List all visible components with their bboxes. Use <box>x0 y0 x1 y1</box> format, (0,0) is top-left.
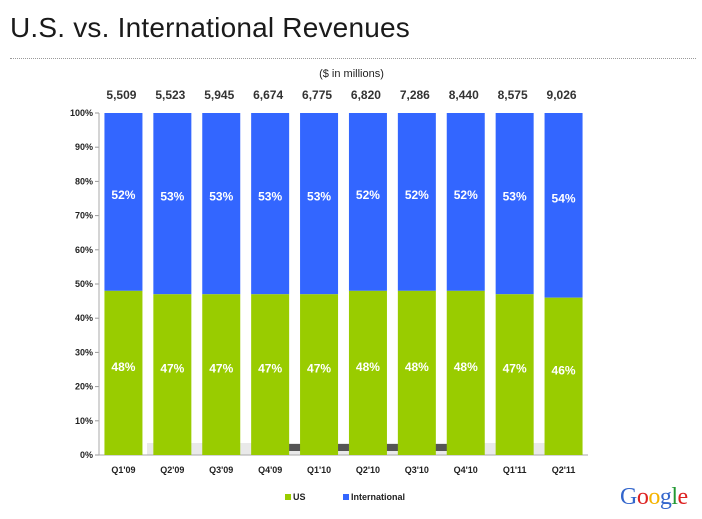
data-label-us: 48% <box>356 360 380 374</box>
data-label-international: 52% <box>356 188 380 202</box>
x-tick-label: Q3'09 <box>209 465 233 475</box>
legend-swatch-international <box>343 494 349 500</box>
total-label: 8,440 <box>449 88 479 102</box>
data-label-international: 54% <box>552 191 576 205</box>
data-label-us: 47% <box>258 362 282 376</box>
data-label-us: 47% <box>209 362 233 376</box>
bar-us <box>153 294 192 455</box>
total-label: 5,945 <box>204 88 234 102</box>
data-label-international: 53% <box>307 190 331 204</box>
bar-us <box>300 294 339 455</box>
data-label-us: 48% <box>454 360 478 374</box>
data-label-us: 47% <box>307 362 331 376</box>
logo-letter: l <box>671 484 678 510</box>
bar-international <box>397 113 436 291</box>
total-label: 5,509 <box>106 88 136 102</box>
bar-international <box>495 113 534 295</box>
bar-us <box>348 290 387 455</box>
total-label: 7,286 <box>400 88 430 102</box>
logo-letter: o <box>648 484 660 510</box>
bar-international <box>300 113 339 295</box>
legend-swatch-us <box>285 494 291 500</box>
total-label: 5,523 <box>155 88 185 102</box>
page-title: U.S. vs. International Revenues <box>10 12 410 43</box>
bar-international <box>348 113 387 291</box>
bar-us <box>446 290 485 455</box>
x-tick-label: Q2'10 <box>356 465 380 475</box>
data-label-us: 48% <box>405 360 429 374</box>
bar-international <box>153 113 192 295</box>
data-label-international: 53% <box>258 190 282 204</box>
total-label: 6,775 <box>302 88 332 102</box>
data-label-international: 53% <box>209 190 233 204</box>
x-tick-label: Q2'11 <box>552 465 576 475</box>
bar-us <box>495 294 534 455</box>
y-tick-label: 40% <box>75 313 93 323</box>
data-label-international: 52% <box>454 188 478 202</box>
chart-subtitle: ($ in millions) <box>319 68 384 80</box>
y-tick-label: 90% <box>75 142 93 152</box>
logo-letter: e <box>677 484 689 510</box>
x-tick-label: Q4'09 <box>258 465 282 475</box>
data-label-international: 52% <box>405 188 429 202</box>
y-tick-label: 100% <box>70 108 93 118</box>
bar-us <box>397 290 436 455</box>
data-label-us: 47% <box>503 362 527 376</box>
logo-letter: G <box>620 484 637 510</box>
data-label-international: 53% <box>503 190 527 204</box>
data-label-us: 46% <box>552 363 576 377</box>
legend-label: US <box>293 492 306 502</box>
bar-us <box>544 297 583 455</box>
y-tick-label: 70% <box>75 211 93 221</box>
bar-us <box>202 294 241 455</box>
bar-us <box>104 290 143 455</box>
bar-international <box>446 113 485 291</box>
bar-international <box>251 113 290 295</box>
legend-label: International <box>351 492 405 502</box>
total-label: 6,820 <box>351 88 381 102</box>
data-label-us: 48% <box>111 360 135 374</box>
y-tick-label: 30% <box>75 347 93 357</box>
logo-letter: g <box>659 484 672 510</box>
data-label-international: 53% <box>160 190 184 204</box>
bar-international <box>104 113 143 291</box>
y-tick-label: 80% <box>75 176 93 186</box>
bar-international <box>544 113 583 298</box>
y-tick-label: 10% <box>75 416 93 426</box>
google-logo: Google <box>620 484 688 511</box>
y-tick-label: 50% <box>75 279 93 289</box>
data-label-us: 47% <box>160 362 184 376</box>
bar-international <box>202 113 241 295</box>
x-tick-label: Q3'10 <box>405 465 429 475</box>
x-tick-label: Q4'10 <box>454 465 478 475</box>
x-tick-label: Q1'10 <box>307 465 331 475</box>
logo-letter: o <box>636 484 649 510</box>
x-tick-label: Q1'11 <box>503 465 527 475</box>
y-tick-label: 0% <box>80 450 93 460</box>
y-tick-label: 20% <box>75 382 93 392</box>
bar-us <box>251 294 290 455</box>
total-label: 6,674 <box>253 88 283 102</box>
y-tick-label: 60% <box>75 245 93 255</box>
total-label: 9,026 <box>547 88 577 102</box>
total-label: 8,575 <box>498 88 528 102</box>
x-tick-label: Q1'09 <box>111 465 135 475</box>
x-tick-label: Q2'09 <box>160 465 184 475</box>
data-label-international: 52% <box>111 188 135 202</box>
title-divider <box>10 58 696 59</box>
